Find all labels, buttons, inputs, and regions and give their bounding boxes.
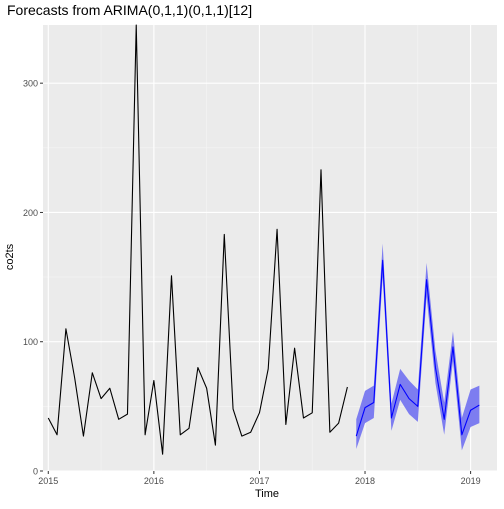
plot-panel [43, 25, 497, 471]
y-axis-label: co2ts [4, 243, 16, 270]
prediction-interval [356, 243, 480, 451]
forecast-series-line [355, 259, 480, 437]
x-tick-label: 2016 [144, 476, 164, 486]
grid-lines [43, 25, 497, 472]
observed-series-line [47, 24, 348, 455]
series-lines [47, 24, 480, 455]
y-tick-label: 200 [23, 208, 38, 218]
x-axis-label: Time [255, 488, 279, 500]
x-tick-label: 2019 [461, 476, 481, 486]
y-tick-label: 300 [23, 79, 38, 89]
chart-title: Forecasts from ARIMA(0,1,1)(0,1,1)[12] [7, 2, 252, 18]
panel-background [43, 25, 497, 471]
y-tick-label: 100 [23, 337, 38, 347]
x-tick-label: 2017 [249, 476, 269, 486]
y-tick-label: 0 [33, 467, 38, 477]
x-tick-label: 2015 [38, 476, 58, 486]
axes: 0 100 200 300 2015 2016 2017 2018 2019 [23, 79, 481, 486]
x-tick-label: 2018 [355, 476, 375, 486]
prediction-interval-band [356, 243, 480, 451]
